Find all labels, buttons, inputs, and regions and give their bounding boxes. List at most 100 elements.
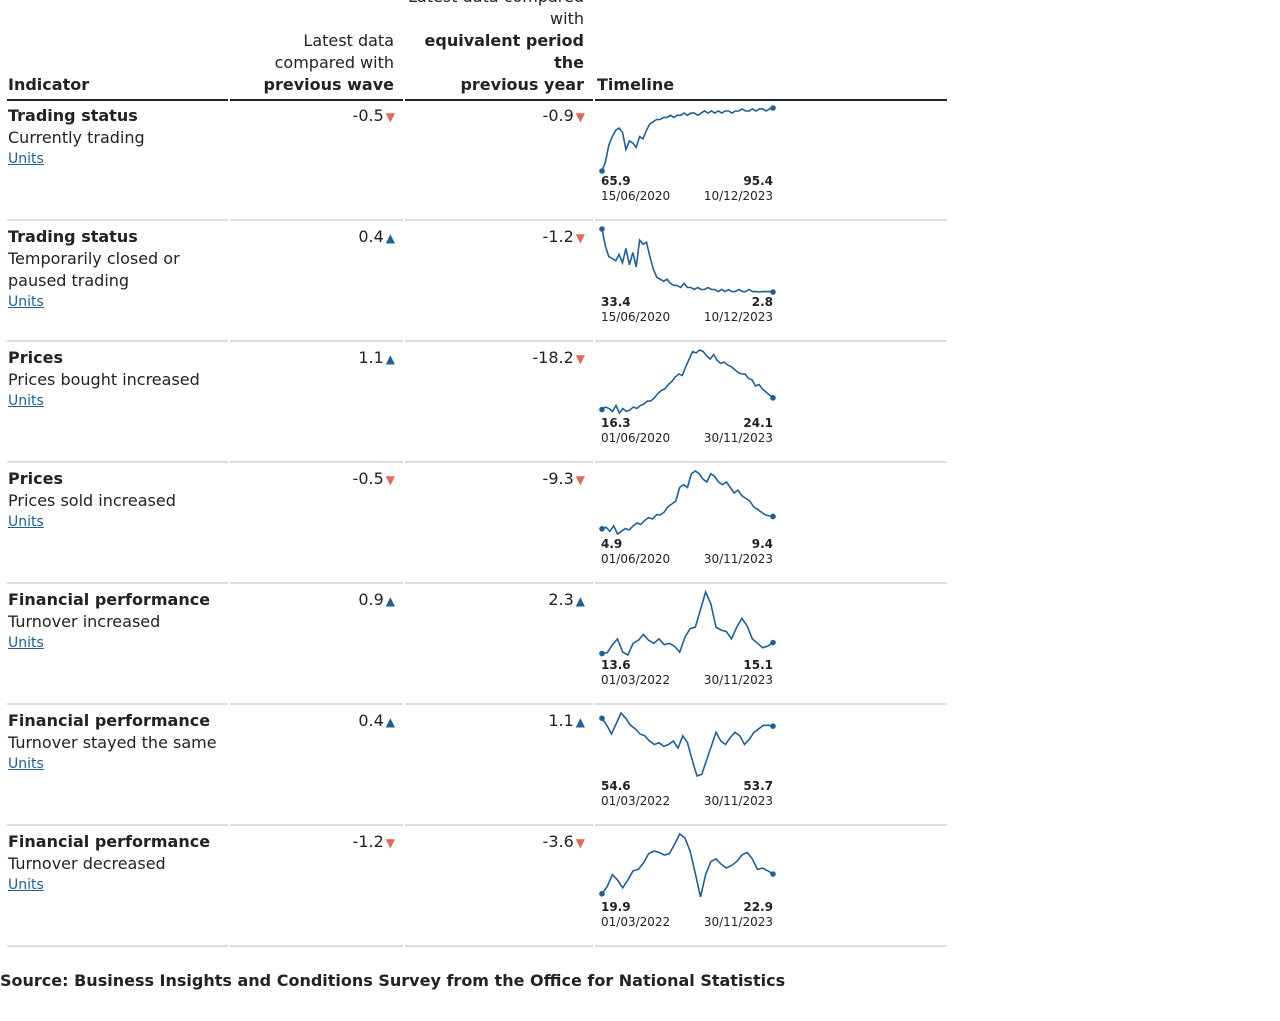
sparkline-start-point: [599, 715, 605, 722]
previous-wave-value: -0.5: [352, 106, 384, 125]
sparkline-start-value: 16.3: [601, 416, 631, 430]
sparkline-start-point: [599, 406, 605, 413]
indicator-subtitle-block: Temporarily closed or paused trading Uni…: [8, 248, 223, 312]
source-note: Source: Business Insights and Conditions…: [0, 971, 786, 990]
sparkline-line: [601, 228, 774, 293]
indicator-subtitle-block: Turnover decreased Units: [8, 853, 223, 895]
indicator-title: Prices: [8, 348, 63, 367]
sparkline-end-value: 2.8: [752, 295, 773, 309]
indicator-subtitle: Temporarily closed or paused trading: [8, 249, 180, 290]
previous-year-cell: -1.2 ▼: [405, 221, 593, 342]
indicator-cell: Financial performance Turnover decreased…: [7, 826, 228, 947]
indicator-cell: Prices Prices bought increased Units: [7, 342, 228, 463]
sparkline-start-date: 01/03/2022: [601, 794, 670, 808]
sparkline-end-point: [770, 639, 776, 646]
previous-wave-value: 0.4: [358, 227, 384, 246]
sparkline-start-value: 19.9: [601, 900, 631, 914]
sparkline-line: [601, 832, 774, 898]
timeline-cell: 13.6 15.1 01/03/2022 30/11/2023: [595, 584, 947, 705]
previous-year-cell: -18.2 ▼: [405, 342, 593, 463]
header-previous-wave: Latest data compared with previous wave: [230, 0, 403, 101]
sparkline-chart: 65.9 95.4 15/06/2020 10/12/2023: [599, 105, 776, 203]
indicator-cell: Trading status Currently trading Units: [7, 100, 228, 221]
timeline-cell: 65.9 95.4 15/06/2020 10/12/2023: [595, 100, 947, 221]
sparkline-end-value: 95.4: [743, 174, 773, 188]
timeline-cell: 54.6 53.7 01/03/2022 30/11/2023: [595, 705, 947, 826]
timeline-cell: 4.9 9.4 01/06/2020 30/11/2023: [595, 463, 947, 584]
arrow-down-icon: ▼: [575, 110, 585, 124]
sparkline-line: [601, 349, 774, 415]
header-indicator-label: Indicator: [8, 75, 90, 94]
arrow-down-icon: ▼: [575, 473, 585, 487]
sparkline-start-point: [599, 226, 605, 232]
previous-year-value: -18.2: [532, 348, 574, 367]
indicator-title: Trading status: [8, 227, 138, 246]
sparkline-start-point: [599, 168, 605, 174]
arrow-up-icon: ▲: [575, 715, 585, 729]
table-row: Prices Prices bought increased Units 1.1…: [7, 342, 947, 463]
header-wave-line2: compared with: [274, 53, 394, 72]
table-row: Trading status Temporarily closed or pau…: [7, 221, 947, 342]
previous-year-value: 2.3: [548, 590, 574, 609]
arrow-up-icon: ▲: [385, 715, 395, 729]
units-link[interactable]: Units: [8, 877, 44, 893]
previous-year-value-block: -0.9 ▼: [543, 105, 585, 128]
arrow-down-icon: ▼: [575, 352, 585, 366]
sparkline-end-value: 24.1: [743, 416, 773, 430]
indicator-subtitle-block: Turnover stayed the same Units: [8, 732, 223, 774]
previous-wave-value-block: 0.4 ▲: [358, 226, 395, 249]
previous-year-value: 1.1: [548, 711, 574, 730]
sparkline-line: [601, 107, 774, 172]
indicator-subtitle: Prices sold increased: [8, 491, 176, 510]
previous-year-value: -1.2: [542, 227, 574, 246]
units-link[interactable]: Units: [8, 294, 44, 310]
previous-year-value-block: -3.6 ▼: [543, 831, 585, 854]
indicator-cell: Trading status Temporarily closed or pau…: [7, 221, 228, 342]
previous-wave-cell: 1.1 ▲: [230, 342, 403, 463]
header-year-line2: with: [550, 9, 584, 28]
sparkline-end-date: 10/12/2023: [704, 310, 773, 324]
sparkline-end-value: 9.4: [752, 537, 773, 551]
previous-wave-value-block: 0.4 ▲: [358, 710, 395, 733]
units-link[interactable]: Units: [8, 635, 44, 651]
indicator-title: Trading status: [8, 106, 138, 125]
sparkline-chart: 54.6 53.7 01/03/2022 30/11/2023: [599, 711, 776, 808]
arrow-down-icon: ▼: [385, 473, 395, 487]
indicator-subtitle: Prices bought increased: [8, 370, 200, 389]
header-indicator: Indicator: [7, 0, 228, 101]
header-timeline-label: Timeline: [597, 75, 675, 94]
sparkline-line: [601, 711, 774, 778]
sparkline-end-date: 30/11/2023: [704, 673, 773, 687]
previous-wave-value: -0.5: [352, 469, 384, 488]
previous-wave-value: -1.2: [352, 832, 384, 851]
units-link[interactable]: Units: [8, 514, 44, 530]
arrow-down-icon: ▼: [575, 231, 585, 245]
table-row: Prices Prices sold increased Units -0.5 ▼…: [7, 463, 947, 584]
previous-year-cell: -3.6 ▼: [405, 826, 593, 947]
previous-wave-value-block: 0.9 ▲: [358, 589, 395, 612]
sparkline-start-point: [599, 525, 605, 532]
sparkline-end-date: 10/12/2023: [704, 189, 773, 203]
header-year-line3: equivalent period the: [424, 31, 584, 72]
sparkline-chart: 4.9 9.4 01/06/2020 30/11/2023: [599, 470, 776, 566]
sparkline-start-date: 01/06/2020: [601, 552, 670, 566]
sparkline-chart: 13.6 15.1 01/03/2022 30/11/2023: [599, 589, 776, 687]
sparkline-line: [601, 589, 774, 657]
previous-wave-value-block: 1.1 ▲: [358, 347, 395, 370]
timeline-cell: 33.4 2.8 15/06/2020 10/12/2023: [595, 221, 947, 342]
arrow-up-icon: ▲: [385, 231, 395, 245]
sparkline-chart: 19.9 22.9 01/03/2022 30/11/2023: [599, 832, 776, 929]
units-link[interactable]: Units: [8, 756, 44, 772]
sparkline-start-value: 13.6: [601, 658, 631, 672]
indicator-subtitle: Turnover decreased: [8, 854, 166, 873]
units-link[interactable]: Units: [8, 151, 44, 167]
sparkline-line: [601, 470, 774, 536]
previous-wave-cell: 0.4 ▲: [230, 221, 403, 342]
sparkline-start-value: 54.6: [601, 779, 631, 793]
previous-year-value-block: -18.2 ▼: [532, 347, 585, 370]
indicator-cell: Prices Prices sold increased Units: [7, 463, 228, 584]
units-link[interactable]: Units: [8, 393, 44, 409]
sparkline-start-date: 01/03/2022: [601, 673, 670, 687]
indicator-title: Financial performance: [8, 711, 211, 730]
previous-wave-value-block: -1.2 ▼: [353, 831, 395, 854]
